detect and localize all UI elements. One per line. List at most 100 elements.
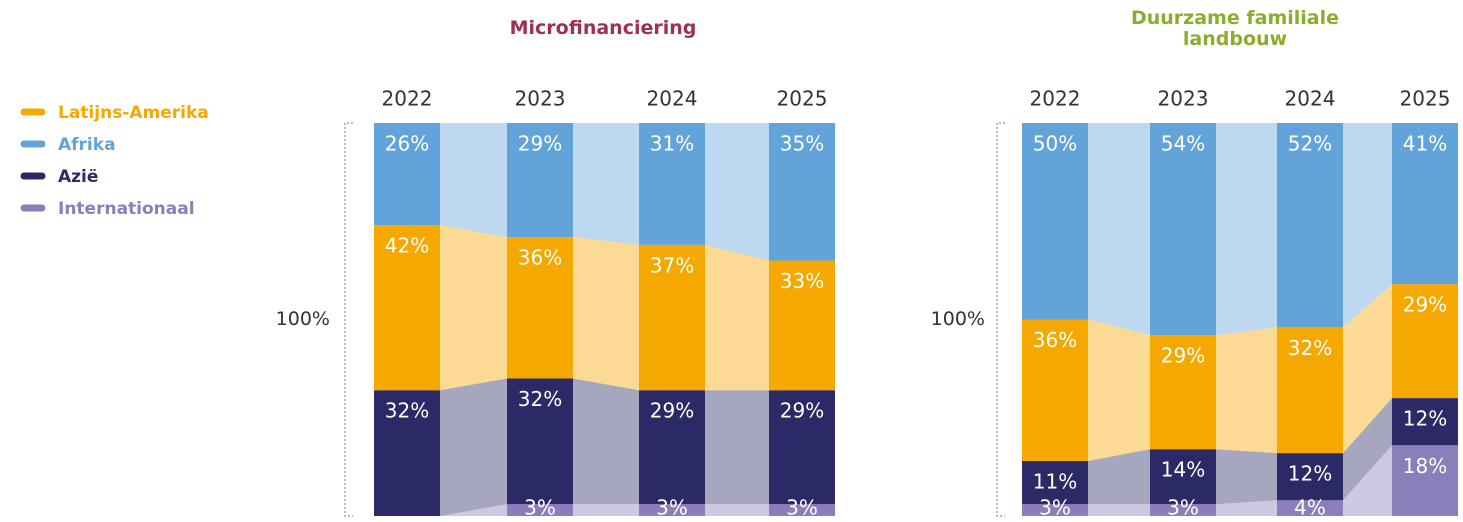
data-label: 11% [1033, 469, 1077, 493]
data-label: 31% [650, 132, 694, 156]
bar-segment [1150, 335, 1216, 450]
data-label: 3% [656, 496, 688, 520]
data-label: 29% [1161, 344, 1205, 368]
axis-bracket [996, 122, 1005, 517]
data-label: 36% [1033, 328, 1077, 352]
bar-segment [1022, 460, 1088, 505]
chart-title: Duurzame familiale landbouw [1130, 7, 1340, 50]
x-tick-label: 2023 [1158, 87, 1209, 111]
bar-segment [1022, 504, 1088, 516]
ribbon [573, 123, 639, 245]
bar-segment [639, 123, 705, 245]
ribbon [1343, 123, 1392, 328]
ribbon [1343, 284, 1392, 454]
data-label: 18% [1403, 454, 1447, 478]
bar-segment [1022, 319, 1088, 461]
bar-segment [1150, 504, 1216, 516]
data-label: 12% [1288, 462, 1332, 486]
bar-segment [769, 260, 835, 391]
ribbon [1343, 398, 1392, 501]
ribbon [1088, 123, 1150, 336]
ribbon [1343, 445, 1392, 516]
bar-segment [769, 123, 835, 261]
data-label: 52% [1288, 132, 1332, 156]
ribbon [440, 504, 507, 516]
x-tick-label: 2022 [1030, 87, 1081, 111]
bar-segment [1277, 123, 1343, 328]
data-label: 12% [1403, 407, 1447, 431]
ribbon [440, 123, 507, 237]
data-label: 3% [1167, 496, 1199, 520]
ribbon [1216, 500, 1277, 516]
ribbon [1216, 123, 1277, 336]
data-label: 14% [1161, 458, 1205, 482]
x-tick-label: 2024 [1285, 87, 1336, 111]
axis-label: 100% [276, 308, 330, 330]
bar-segment [507, 378, 573, 505]
legend-label: Internationaal [58, 199, 195, 219]
ribbon [440, 225, 507, 391]
bar-segment [769, 390, 835, 505]
bar-segment [374, 225, 440, 391]
data-label: 29% [780, 399, 824, 423]
ribbon [573, 236, 639, 391]
legend-label: Afrika [58, 135, 116, 155]
data-label: 37% [650, 253, 694, 277]
bar-segment [1392, 123, 1458, 285]
bar-segment [507, 236, 573, 379]
data-label: 32% [1288, 336, 1332, 360]
legend-label: Latijns-Amerika [58, 103, 209, 123]
ribbon [1088, 449, 1150, 505]
axis-label: 100% [931, 308, 985, 330]
data-label: 29% [650, 399, 694, 423]
data-label: 3% [1039, 496, 1071, 520]
bar-segment [374, 123, 440, 226]
data-label: 36% [518, 245, 562, 269]
bar-segment [1150, 449, 1216, 505]
data-label: 32% [518, 387, 562, 411]
x-tick-label: 2022 [382, 87, 433, 111]
data-label: 4% [1294, 496, 1326, 520]
ribbon [705, 123, 769, 261]
bar-segment [1150, 123, 1216, 336]
bar-segment [639, 390, 705, 505]
x-tick-label: 2024 [647, 87, 698, 111]
bar-segment [639, 504, 705, 516]
data-label: 32% [385, 399, 429, 423]
data-label: 35% [780, 132, 824, 156]
ribbon [1088, 319, 1150, 461]
data-label: 29% [1403, 293, 1447, 317]
chart-title: Microfinanciering [509, 17, 697, 39]
ribbon [573, 504, 639, 516]
ribbon [1216, 449, 1277, 505]
data-label: 33% [780, 269, 824, 293]
bar-segment [1277, 500, 1343, 516]
bar-segment [1392, 398, 1458, 446]
legend-label: Azië [58, 167, 98, 187]
data-label: 50% [1033, 132, 1077, 156]
x-tick-label: 2023 [515, 87, 566, 111]
data-label: 26% [385, 132, 429, 156]
bar-segment [1392, 445, 1458, 516]
bar-segment [1277, 453, 1343, 501]
bar-segment [1392, 284, 1458, 399]
x-tick-label: 2025 [1400, 87, 1451, 111]
ribbon [1088, 504, 1150, 516]
bar-segment [507, 123, 573, 237]
bar-segment [639, 244, 705, 391]
bar-segment [374, 390, 440, 516]
data-label: 29% [518, 132, 562, 156]
axis-bracket [344, 122, 353, 517]
data-label: 3% [524, 496, 556, 520]
bar-segment [507, 504, 573, 516]
ribbon [573, 378, 639, 505]
data-label: 3% [786, 496, 818, 520]
data-label: 41% [1403, 132, 1447, 156]
x-tick-label: 2025 [777, 87, 828, 111]
data-label: 42% [385, 234, 429, 258]
ribbon [705, 504, 769, 516]
ribbon [705, 390, 769, 505]
bar-segment [1277, 327, 1343, 454]
